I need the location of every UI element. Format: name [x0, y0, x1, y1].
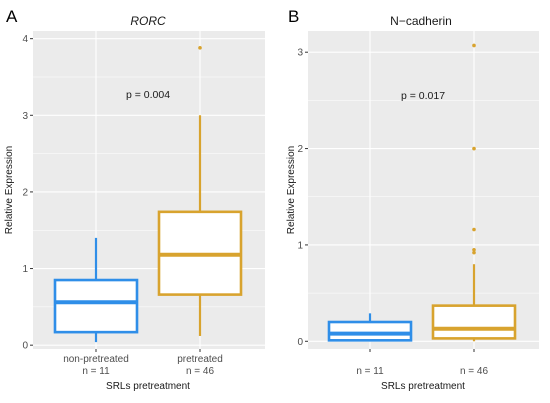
panel-a-pretreated-outlier-0	[198, 46, 202, 50]
panel-b-pretreated-outlier-4	[472, 43, 476, 48]
panel-a-x-n-label-1: n = 46	[186, 366, 215, 377]
panel-b-x-axis-title: SRLs pretreatment	[381, 381, 465, 392]
panel-b-x-n-label-0: n = 11	[356, 366, 384, 377]
panel-a-y-axis-title: Relative Expression	[4, 146, 15, 234]
panel-a-y-tick-label-2: 2	[22, 187, 28, 198]
panel-a: A RORC p = 0.004 0 1 2 3 4 non-pretreated n …	[4, 7, 265, 392]
panel-a-x-tick-label-1: pretreated	[177, 354, 223, 365]
panel-a-title: RORC	[130, 14, 166, 28]
panel-b-y-axis: 0 1 2 3	[297, 48, 475, 352]
panel-b-title: N−cadherin	[390, 14, 452, 28]
panel-b-y-axis-title: Relative Expression	[286, 146, 297, 234]
panel-b-pretreated-outlier-3	[472, 146, 476, 151]
panel-b-y-tick-label-2: 2	[297, 144, 303, 155]
panel-b-x-n-label-1: n = 46	[460, 366, 489, 377]
panel-b-pretreated-outlier-2	[472, 227, 476, 232]
panel-b-y-tick-label-0: 0	[297, 337, 303, 348]
panel-a-non-pretreated-box	[53, 278, 139, 334]
panel-b-boxes	[327, 43, 517, 342]
panel-b-y-tick-label-1: 1	[297, 240, 303, 251]
panel-a-boxes	[53, 46, 243, 343]
panel-a-x-axis-title: SRLs pretreatment	[106, 381, 190, 392]
panel-b-plot-background	[308, 31, 539, 349]
panel-a-y-tick-label-4: 4	[22, 34, 28, 45]
panel-a-x-tick-label-0: non-pretreated	[63, 354, 129, 365]
panel-a-letter: A	[6, 7, 18, 26]
panel-a-y-tick-label-1: 1	[22, 264, 28, 275]
panel-a-p-value: p = 0.004	[126, 89, 170, 101]
panel-a-y-tick-label-0: 0	[22, 341, 28, 352]
panel-b-y-tick-label-3: 3	[297, 48, 303, 59]
panel-a-y-tick-label-3: 3	[22, 111, 28, 122]
panel-b-p-value: p = 0.017	[401, 90, 445, 102]
panel-b-letter: B	[288, 7, 299, 26]
panel-b: B N−cadherin p = 0.017 0 1 2 3 n = 11 n = 4…	[286, 7, 539, 392]
panel-b-non-pretreated-box	[327, 320, 413, 342]
panel-b-pretreated-outlier-1	[472, 247, 476, 252]
panel-b-pretreated-box	[431, 304, 517, 340]
panel-a-x-n-label-0: n = 11	[82, 366, 110, 377]
panel-b-pretreated-outlier-0	[472, 250, 476, 255]
panel-a-y-axis: 0 1 2 3 4	[22, 34, 201, 352]
